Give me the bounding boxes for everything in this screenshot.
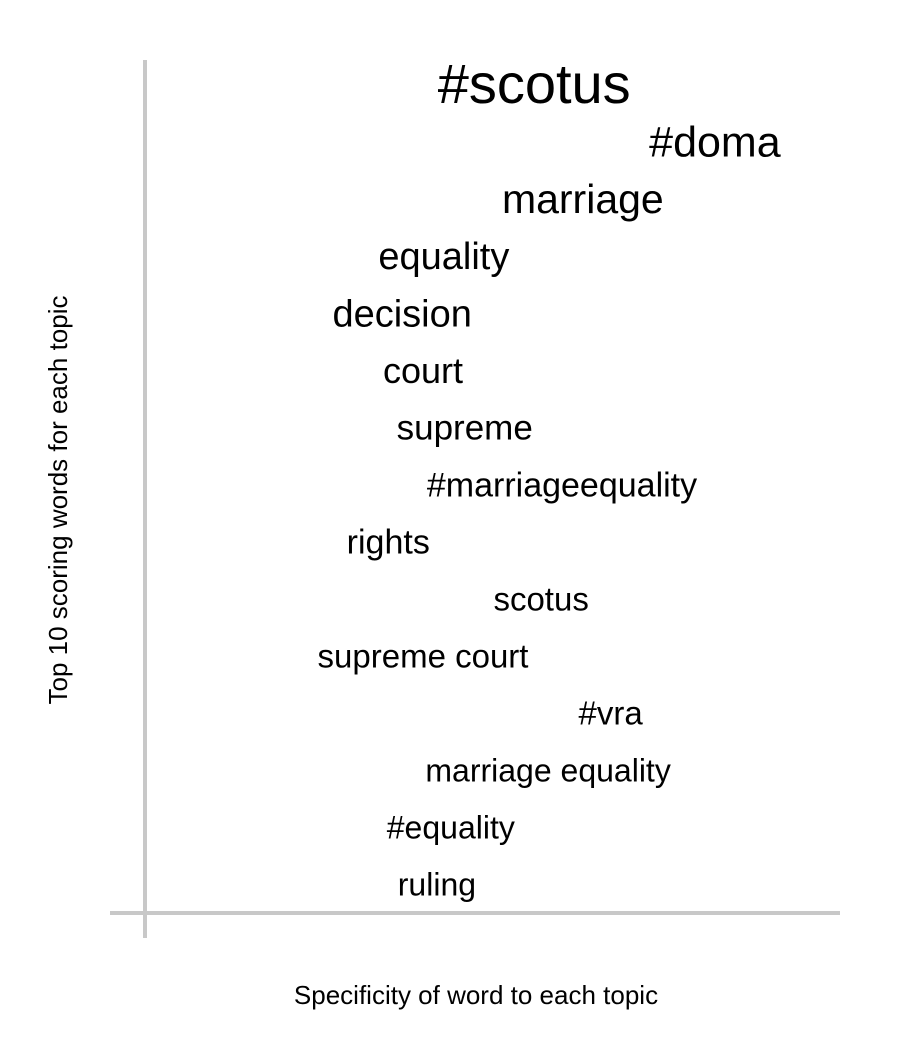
word-label: #marriageequality (427, 466, 697, 504)
word-label: ruling (398, 866, 476, 902)
word-label: marriage equality (425, 752, 670, 788)
word-labels-group: #scotus #doma marriage equality decision cour… (318, 52, 781, 903)
x-axis-label: Specificity of word to each topic (294, 980, 658, 1010)
word-label: #scotus (438, 52, 631, 115)
word-label: rights (347, 524, 430, 562)
word-label: supreme (397, 409, 533, 448)
word-label: marriage (502, 176, 664, 222)
word-label: decision (332, 293, 471, 335)
word-label: #equality (387, 809, 515, 845)
y-axis-label: Top 10 scoring words for each topic (43, 296, 73, 705)
word-label: supreme court (318, 637, 529, 674)
word-label: #vra (579, 695, 644, 732)
word-label: #doma (649, 118, 781, 166)
word-label: court (383, 350, 463, 391)
word-label: scotus (493, 580, 588, 617)
word-label: equality (378, 236, 509, 278)
